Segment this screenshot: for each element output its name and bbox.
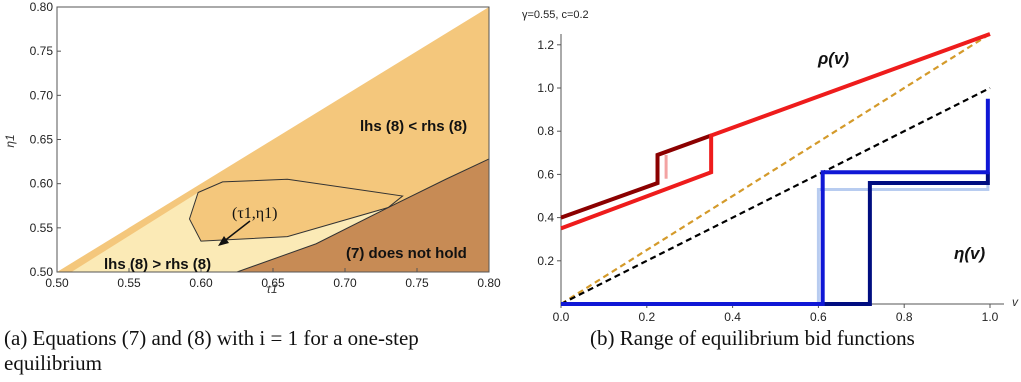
eta-label: η(v)	[954, 244, 986, 263]
series-line-3	[561, 98, 990, 306]
x-tick-label-a: 0.50	[45, 276, 69, 290]
y-tick-label-a: 0.50	[30, 265, 54, 279]
x-tick-label-b: 0.6	[810, 310, 827, 324]
annotation-arrow	[222, 220, 251, 243]
y-tick-label-a: 0.65	[30, 133, 54, 147]
x-axis-label-a: τ1	[266, 282, 277, 296]
series-line-4	[822, 172, 990, 306]
label-lhs-gt-rhs: lhs (8) > rhs (8)	[104, 256, 211, 273]
series-line-5	[816, 183, 990, 304]
series-line-0	[560, 32, 991, 231]
y-tick-label-a: 0.80	[30, 0, 54, 14]
annotation-arrowhead	[218, 236, 229, 246]
y-tick-label-b: 1.0	[537, 81, 554, 95]
panel-b-series	[560, 32, 991, 306]
panel-a-region-plot: 0.50 0.55 0.60 0.65 0.70 0.75 0.80 0.50 0.55 0.60…	[3, 0, 501, 296]
region-condition-7-fails	[237, 158, 489, 272]
y-tick-label-a: 0.75	[30, 44, 54, 58]
point-label: (τ1,η1)	[232, 205, 277, 222]
y-tick-label-b: 1.2	[537, 38, 554, 52]
parameter-note: γ=0.55, c=0.2	[522, 9, 589, 21]
label-cond7-fails: (7) does not hold	[346, 245, 467, 262]
x-tick-label-b: 0.0	[553, 310, 570, 324]
y-tick-label-b: 0.4	[537, 211, 554, 225]
label-lhs-lt-rhs: lhs (8) < rhs (8)	[360, 118, 467, 135]
x-tick-label-a: 0.65	[261, 276, 285, 290]
boundary-curve	[236, 158, 489, 272]
x-tick-label-a: 0.75	[405, 276, 429, 290]
y-tick-label-a: 0.55	[30, 221, 54, 235]
y-axis-label-a: η1	[3, 134, 17, 147]
y-tick-label-b: 0.6	[537, 167, 554, 181]
y-tick-label-b: 0.8	[537, 124, 554, 138]
x-tick-label-a: 0.55	[117, 276, 141, 290]
rho-label: ρ(v)	[817, 49, 849, 68]
region-lhs-greater-rhs	[71, 192, 389, 272]
caption-a: (a) Equations (7) and (8) with i = 1 for…	[4, 326, 419, 375]
caption-b: (b) Range of equilibrium bid functions	[590, 326, 915, 350]
x-tick-label-a: 0.60	[189, 276, 213, 290]
panel-b-line-plot: γ=0.55, c=0.2 0.0 0.2 0.4 0.6 0.8 1.0 0.2 0.4 0.…	[522, 9, 1019, 324]
panel-a-axes: 0.50 0.55 0.60 0.65 0.70 0.75 0.80 0.50 0.55 0.60…	[30, 0, 501, 290]
series-line-6	[560, 33, 991, 305]
y-tick-label-a: 0.70	[30, 88, 54, 102]
x-tick-label-b: 0.4	[724, 310, 741, 324]
series-line-7	[560, 87, 991, 305]
y-tick-label-b: 0.2	[537, 254, 554, 268]
x-tick-label-a: 0.70	[333, 276, 357, 290]
x-tick-label-a: 0.80	[477, 276, 501, 290]
x-axis-label-b: v	[1012, 295, 1019, 309]
x-tick-label-b: 0.2	[638, 310, 655, 324]
y-tick-label-a: 0.60	[30, 177, 54, 191]
x-tick-label-b: 0.8	[896, 310, 913, 324]
series-line-1	[560, 133, 712, 220]
x-tick-label-b: 1.0	[982, 310, 999, 324]
